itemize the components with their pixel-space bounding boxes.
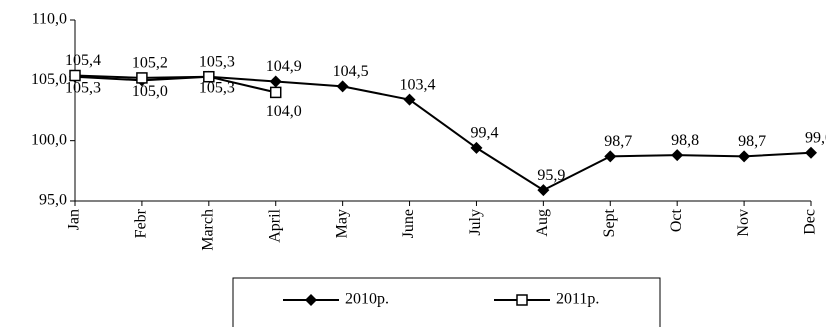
marker [537,184,550,197]
marker [738,150,751,163]
value-label: 105,3 [65,79,101,96]
value-label: 103,4 [400,76,436,93]
x-tick-label: Jan [66,209,83,230]
x-tick-label: March [199,209,216,251]
value-label: 95,9 [537,167,565,184]
marker [136,72,148,84]
marker [269,86,282,99]
marker [516,294,528,306]
marker [604,150,617,163]
x-tick-label: Oct [668,208,685,232]
value-label: 105,2 [132,55,168,72]
series-line [74,74,276,94]
marker [805,146,817,159]
marker [470,141,483,154]
value-label: 98,7 [604,133,632,150]
value-label: 104,5 [333,63,369,80]
series-line [74,75,812,192]
marker [336,80,349,93]
legend-box [232,277,661,327]
value-label: 98,8 [671,132,699,149]
value-label: 105,4 [65,52,101,69]
value-label: 99,0 [805,129,826,146]
marker [269,75,282,88]
marker [305,294,317,306]
x-tick-label: April [266,208,283,242]
y-tick-label: 100,0 [31,131,67,148]
x-tick-label: Febr [133,208,150,238]
value-label: 104,9 [266,58,302,75]
value-label: 105,3 [199,53,235,70]
x-tick-label: June [400,209,417,238]
marker [671,149,684,162]
x-tick-label: July [467,209,484,236]
x-tick-label: Sept [601,208,618,237]
value-label: 99,4 [470,125,498,142]
legend-label: 2010p. [345,291,389,308]
value-label: 98,7 [738,133,766,150]
legend-label: 2011p. [556,291,599,308]
value-label: 105,3 [199,79,235,96]
y-tick-label: 105,0 [31,71,67,88]
marker [203,70,215,83]
value-label: 105,0 [132,83,168,100]
y-tick-label: 95,0 [39,192,67,209]
marker [69,69,81,82]
x-tick-label: Dec [802,209,819,235]
x-tick-label: May [333,209,350,238]
x-tick-label: Aug [534,209,551,237]
marker [403,93,416,106]
y-tick-label: 110,0 [32,11,67,28]
x-tick-label: Nov [735,209,752,237]
value-label: 104,0 [266,103,302,120]
